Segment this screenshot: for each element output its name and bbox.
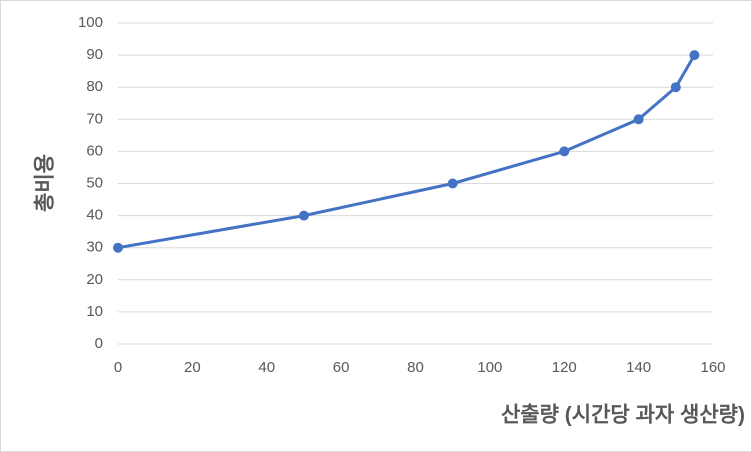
x-tick-label: 0 [114,359,122,376]
point [689,50,700,61]
point [447,178,458,189]
point [298,210,309,221]
y-tick-label: 10 [86,303,103,320]
point [559,146,570,157]
x-tick-label: 20 [184,359,201,376]
y-tick-label: 50 [86,174,103,191]
x-tick-label: 100 [477,359,502,376]
y-tick-label: 80 [86,78,103,95]
x-tick-label: 80 [407,359,424,376]
y-tick-label: 30 [86,239,103,256]
point [113,242,123,253]
y-tick-label: 70 [86,110,103,127]
point [670,82,681,93]
x-tick-label: 40 [258,359,275,376]
point [633,114,644,125]
y-axis-title: 총비용 [34,154,57,212]
y-tick-label: 40 [86,207,103,224]
x-tick-label: 140 [626,359,651,376]
x-axis-title: 산출량 (시간당 과자 생산량) [501,404,745,427]
x-tick-label: 60 [333,359,350,376]
y-tick-label: 100 [78,14,103,31]
y-tick-label: 20 [86,271,103,288]
x-tick-label: 160 [700,359,725,376]
y-tick-label: 60 [86,142,103,159]
y-tick-label: 0 [95,335,103,352]
x-tick-label: 120 [552,359,577,376]
y-tick-label: 90 [86,46,103,63]
